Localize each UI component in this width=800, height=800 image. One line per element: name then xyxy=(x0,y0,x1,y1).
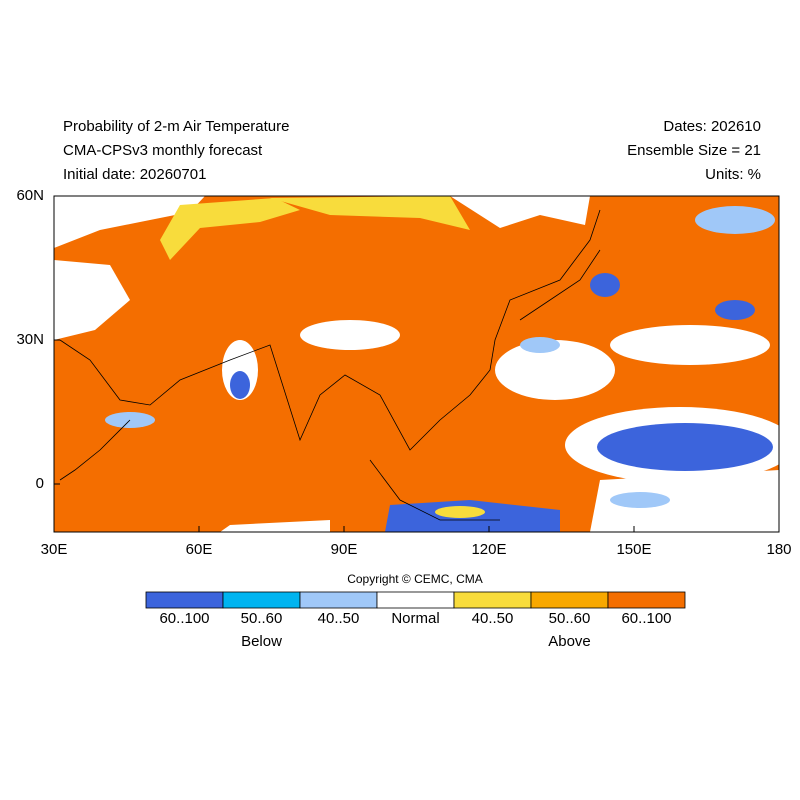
normal-patch xyxy=(54,196,205,248)
copyright: Copyright © CEMC, CMA xyxy=(347,572,483,586)
legend-swatch xyxy=(299,591,378,609)
legend-swatch xyxy=(222,591,301,609)
normal-patch xyxy=(54,260,130,340)
x-tick-label: 180 xyxy=(766,541,791,558)
normal-patch xyxy=(610,325,770,365)
legend-swatch xyxy=(453,591,532,609)
legend-label: 50..60 xyxy=(549,610,591,627)
header-right: Units: % xyxy=(705,166,761,183)
legend-group: Below xyxy=(241,633,282,650)
legend-swatch xyxy=(145,591,224,609)
below-patch xyxy=(715,300,755,320)
below-patch xyxy=(590,273,620,297)
below-patch xyxy=(597,423,773,471)
normal-patch xyxy=(300,320,400,350)
below-low-patch xyxy=(520,337,560,353)
y-tick-label: 0 xyxy=(36,475,44,492)
legend-label: 60..100 xyxy=(159,610,209,627)
y-tick-label: 60N xyxy=(16,187,44,204)
header-right: Dates: 202610 xyxy=(663,118,761,135)
coastlines xyxy=(59,209,601,521)
coastline xyxy=(519,249,601,321)
legend-label: 50..60 xyxy=(241,610,283,627)
coastline xyxy=(369,459,500,521)
legend: 60..100 50..60 40..50 Normal 40..50 50..60 60.… xyxy=(145,591,686,650)
y-tick-label: 30N xyxy=(16,331,44,348)
x-tick-label: 30E xyxy=(41,541,68,558)
above-low-patch xyxy=(270,196,470,230)
normal-patch xyxy=(590,470,779,532)
below-low-patch xyxy=(610,492,670,508)
header-right: Ensemble Size = 21 xyxy=(627,142,761,159)
normal-patch xyxy=(495,340,615,400)
legend-swatch xyxy=(376,591,455,609)
header-left: Initial date: 20260701 xyxy=(63,166,206,183)
legend-group: Above xyxy=(548,633,591,650)
header-left: Probability of 2-m Air Temperature xyxy=(63,118,290,135)
coastline xyxy=(59,419,131,481)
below-patch xyxy=(230,371,250,399)
header: Probability of 2-m Air Temperature CMA-CP… xyxy=(63,118,761,183)
legend-label: 40..50 xyxy=(472,610,514,627)
coastline xyxy=(59,209,601,451)
above-low-patch xyxy=(160,198,300,260)
legend-label: 60..100 xyxy=(621,610,671,627)
x-tick-label: 150E xyxy=(616,541,651,558)
x-tick-label: 90E xyxy=(331,541,358,558)
below-low-patch xyxy=(695,206,775,234)
header-left: CMA-CPSv3 monthly forecast xyxy=(63,142,263,159)
map-field xyxy=(54,196,795,532)
x-tick-label: 120E xyxy=(471,541,506,558)
ticks: 30E 60E 90E 120E 150E 180 0 30N 60N xyxy=(16,187,791,558)
map-frame xyxy=(53,195,780,533)
legend-swatch xyxy=(530,591,609,609)
x-tick-label: 60E xyxy=(186,541,213,558)
above-low-patch xyxy=(435,506,485,518)
legend-label: Normal xyxy=(391,610,439,627)
legend-swatch xyxy=(607,591,686,609)
normal-patch xyxy=(450,196,590,228)
normal-patch xyxy=(220,520,330,532)
legend-label: 40..50 xyxy=(318,610,360,627)
